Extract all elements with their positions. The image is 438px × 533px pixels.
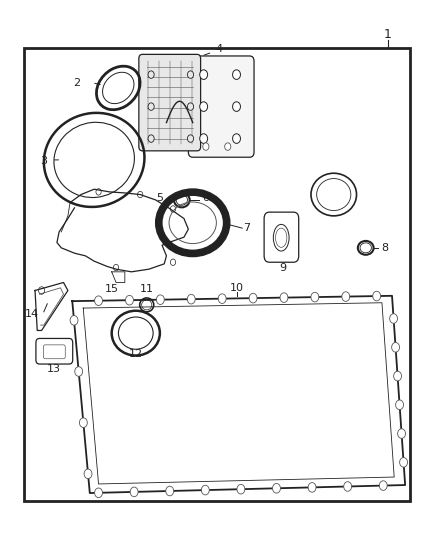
Text: 8: 8	[381, 243, 388, 253]
Circle shape	[379, 481, 387, 490]
Text: 6: 6	[202, 193, 209, 203]
Text: 1: 1	[384, 28, 392, 41]
Text: 15: 15	[105, 284, 119, 294]
Circle shape	[201, 486, 209, 495]
Text: 11: 11	[140, 284, 154, 294]
Circle shape	[148, 71, 154, 78]
Circle shape	[156, 295, 164, 304]
Circle shape	[187, 135, 194, 142]
Circle shape	[70, 316, 78, 325]
Circle shape	[203, 143, 209, 150]
Circle shape	[392, 343, 399, 352]
Text: 2: 2	[73, 78, 80, 87]
Text: 14: 14	[25, 310, 39, 319]
Circle shape	[311, 292, 319, 302]
Text: 5: 5	[156, 193, 163, 203]
Text: 3: 3	[40, 156, 47, 166]
Circle shape	[200, 134, 208, 143]
Circle shape	[79, 418, 87, 427]
Circle shape	[394, 372, 402, 381]
Circle shape	[126, 295, 134, 305]
Circle shape	[272, 483, 280, 493]
Text: 13: 13	[47, 364, 61, 374]
Circle shape	[95, 296, 102, 305]
Circle shape	[95, 488, 102, 498]
Circle shape	[398, 429, 406, 438]
Circle shape	[187, 103, 194, 110]
Circle shape	[200, 102, 208, 111]
Circle shape	[225, 143, 231, 150]
Circle shape	[342, 292, 350, 301]
Circle shape	[75, 367, 83, 376]
Circle shape	[237, 484, 245, 494]
Text: 12: 12	[129, 349, 143, 359]
Text: 10: 10	[230, 283, 244, 293]
Bar	[24, 48, 410, 501]
Circle shape	[390, 314, 398, 324]
Circle shape	[187, 294, 195, 304]
Circle shape	[233, 134, 240, 143]
Circle shape	[233, 70, 240, 79]
Circle shape	[249, 293, 257, 303]
Circle shape	[218, 294, 226, 303]
Circle shape	[166, 486, 173, 496]
Circle shape	[130, 487, 138, 497]
Circle shape	[200, 70, 208, 79]
Circle shape	[280, 293, 288, 302]
Circle shape	[84, 469, 92, 479]
Circle shape	[308, 482, 316, 492]
Text: 9: 9	[279, 263, 286, 273]
Circle shape	[396, 400, 403, 409]
Circle shape	[399, 457, 407, 467]
Circle shape	[148, 103, 154, 110]
Text: 4: 4	[215, 44, 223, 54]
Text: 7: 7	[243, 223, 250, 233]
Circle shape	[373, 291, 381, 301]
Circle shape	[233, 102, 240, 111]
Circle shape	[344, 482, 352, 491]
Circle shape	[148, 135, 154, 142]
FancyBboxPatch shape	[188, 56, 254, 157]
FancyBboxPatch shape	[139, 54, 201, 151]
Circle shape	[187, 71, 194, 78]
